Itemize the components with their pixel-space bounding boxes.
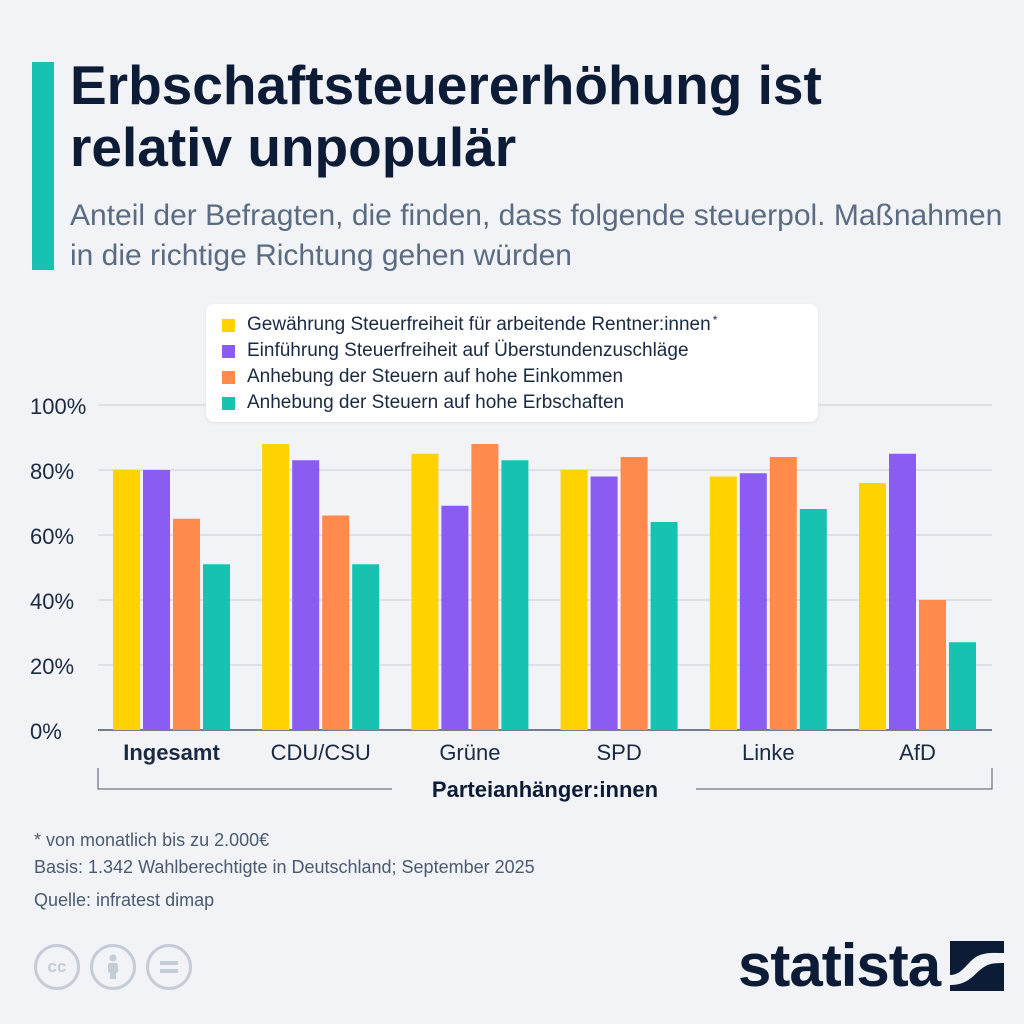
y-tick-label: 40% [30, 589, 74, 614]
y-tick-label: 60% [30, 524, 74, 549]
bar [143, 470, 170, 730]
x-tick-label: CDU/CSU [271, 740, 371, 765]
bar [739, 473, 767, 730]
legend-footnote-marker: * [712, 313, 718, 327]
chart-legend: Gewährung Steuerfreiheit für arbeitende … [206, 304, 818, 422]
no-derivatives-icon [146, 944, 192, 990]
bar [709, 476, 737, 730]
bar [203, 564, 230, 730]
bar [650, 522, 678, 730]
legend-label: Gewährung Steuerfreiheit für arbeitende … [247, 314, 711, 335]
x-axis-title: Parteianhänger:innen [432, 777, 658, 802]
x-tick-label: AfD [899, 740, 936, 765]
legend-label: Anhebung der Steuern auf hohe Einkommen [247, 366, 624, 387]
bar [769, 457, 797, 730]
x-tick-label: Grüne [439, 740, 500, 765]
legend-swatch [222, 396, 235, 410]
y-tick-label: 100% [30, 394, 86, 419]
source-note: Quelle: infratest dimap [34, 890, 215, 910]
legend-label: Anhebung der Steuern auf hohe Erbschafte… [247, 392, 625, 413]
attribution-icon [90, 944, 136, 990]
legend-item: Anhebung der Steuern auf hohe Einkommen [222, 364, 818, 390]
bar [919, 600, 946, 730]
legend-item: Gewährung Steuerfreiheit für arbeitende … [222, 312, 818, 338]
chart-title: Erbschaftsteuererhöhung ist relativ unpo… [70, 54, 822, 178]
bar [441, 505, 469, 730]
statista-logo-icon [950, 941, 1005, 991]
bar [173, 518, 200, 730]
bar [799, 509, 827, 730]
bar [471, 444, 499, 730]
y-tick-label: 80% [30, 459, 74, 484]
legend-item: Anhebung der Steuern auf hohe Erbschafte… [222, 390, 818, 416]
bar [113, 470, 140, 730]
y-tick-label: 0% [30, 719, 62, 744]
cc-icon: cc [34, 944, 80, 990]
legend-swatch [222, 318, 235, 332]
legend-swatch [222, 344, 235, 358]
bar [501, 460, 529, 730]
bar [889, 453, 916, 730]
bar [411, 453, 439, 730]
legend-item: Einführung Steuerfreiheit auf Überstunde… [222, 338, 818, 364]
bar-chart: 0% 20% 40% 60% 80% 100% Ingesamt CDU/CSU Grüne SP… [30, 394, 993, 802]
y-tick-label: 20% [30, 654, 74, 679]
x-tick-label: SPD [596, 740, 641, 765]
brand-name: statista [738, 932, 941, 999]
legend-swatch [222, 370, 235, 384]
bar [590, 476, 618, 730]
bar [352, 564, 380, 730]
statista-logo: statista [738, 932, 1005, 999]
basis-note: Basis: 1.342 Wahlberechtigte in Deutschl… [34, 857, 535, 877]
bar [322, 515, 350, 730]
bar [620, 457, 648, 730]
x-tick-label: Linke [742, 740, 795, 765]
axis-bracket-left [97, 768, 392, 790]
bar [292, 460, 320, 730]
bar [859, 483, 886, 730]
legend-label: Einführung Steuerfreiheit auf Überstunde… [247, 340, 689, 361]
title-accent-bar [32, 62, 54, 270]
bar [560, 470, 588, 730]
license-icons: cc [34, 944, 192, 990]
bar [262, 444, 290, 730]
x-tick-label: Ingesamt [123, 740, 220, 765]
footnote: * von monatlich bis zu 2.000€ [34, 830, 270, 850]
axis-bracket-right [696, 768, 993, 790]
bar [949, 642, 976, 730]
chart-subtitle: Anteil der Befragten, die finden, dass f… [70, 199, 1003, 272]
